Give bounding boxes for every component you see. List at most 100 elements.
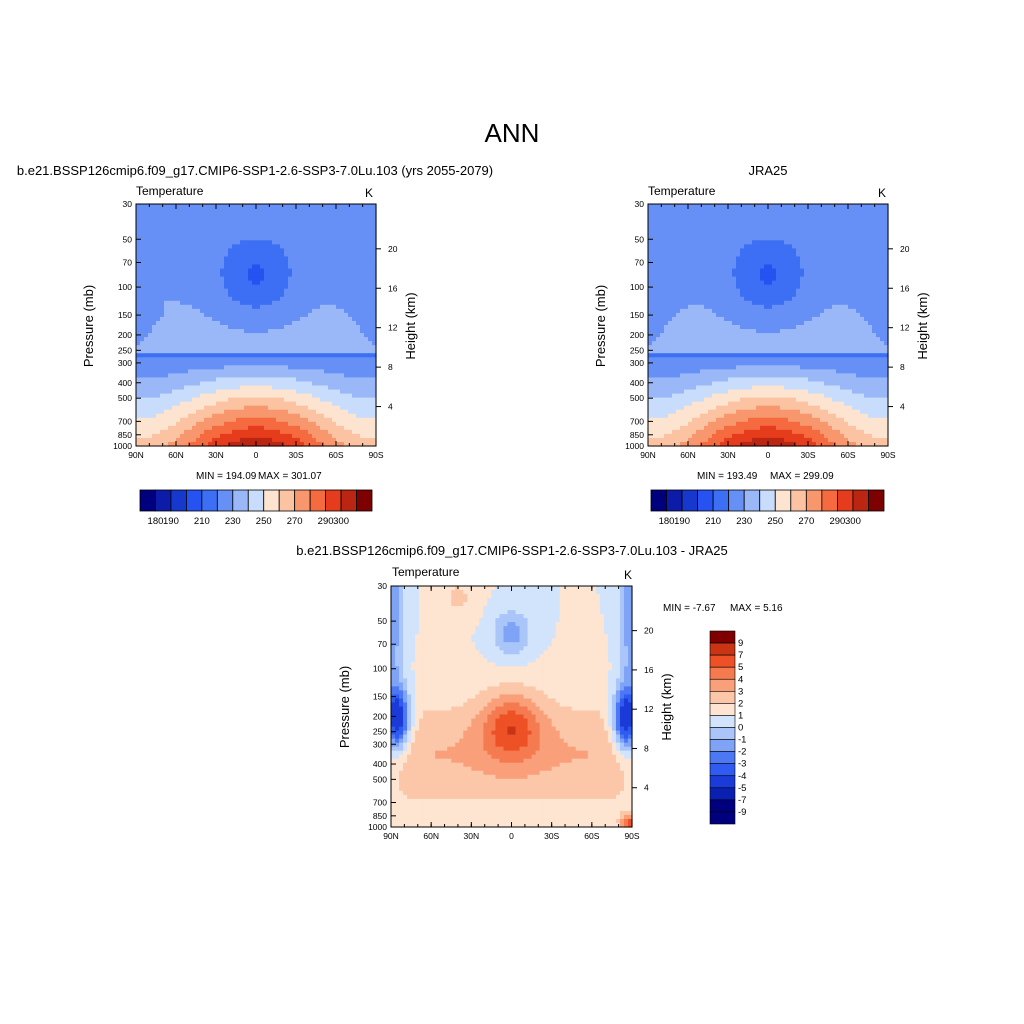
field-cell [352, 236, 357, 241]
field-cell [240, 300, 245, 306]
field-cell [372, 284, 377, 290]
field-cell [372, 288, 377, 294]
field-cell [236, 405, 241, 411]
field-cell [320, 212, 325, 217]
field-cell [364, 296, 369, 302]
field-cell [368, 429, 373, 435]
field-cell [772, 212, 777, 217]
field-cell [812, 248, 817, 253]
field-cell [788, 228, 793, 233]
field-cell [272, 308, 277, 314]
field-cell [696, 280, 701, 286]
field-cell [716, 284, 721, 290]
field-cell [780, 232, 785, 237]
field-cell [228, 300, 233, 306]
field-cell [196, 296, 201, 302]
field-cell [336, 325, 341, 330]
field-cell [164, 329, 169, 334]
field-cell [660, 276, 665, 282]
field-cell [356, 312, 361, 318]
field-cell [280, 244, 285, 249]
field-cell [284, 349, 289, 354]
field-cell [224, 349, 229, 354]
field-cell [368, 349, 373, 354]
field-cell [744, 272, 749, 278]
field-cell [368, 341, 373, 346]
field-cell [364, 240, 369, 245]
field-cell [836, 236, 841, 241]
field-cell [848, 220, 853, 225]
field-cell [852, 216, 857, 221]
field-cell [312, 204, 317, 209]
field-cell [284, 304, 289, 310]
field-cell [224, 433, 229, 439]
field-cell [160, 244, 165, 249]
field-cell [872, 268, 877, 274]
field-cell [156, 316, 161, 322]
field-cell [684, 208, 689, 213]
field-cell [300, 393, 305, 399]
field-cell [804, 224, 809, 229]
field-cell [176, 256, 181, 262]
field-cell [240, 329, 245, 334]
field-cell [276, 300, 281, 306]
field-cell [312, 381, 317, 387]
field-cell [364, 264, 369, 270]
field-cell [164, 381, 169, 387]
field-cell [160, 437, 165, 443]
field-cell [264, 244, 269, 249]
field-cell [352, 300, 357, 306]
colorbar-box [139, 489, 156, 512]
field-cell [360, 224, 365, 229]
field-cell [180, 401, 185, 407]
field-cell [156, 345, 161, 350]
field-cell [856, 212, 861, 217]
field-cell [328, 212, 333, 217]
field-cell [780, 204, 785, 209]
field-cell [808, 260, 813, 266]
field-cell [156, 320, 161, 326]
field-cell [200, 252, 205, 258]
field-cell [292, 268, 297, 274]
field-cell [280, 312, 285, 318]
field-cell [288, 333, 293, 338]
field-cell [192, 393, 197, 399]
field-cell [296, 337, 301, 342]
field-cell [336, 417, 341, 423]
field-cell [656, 256, 661, 262]
field-cell [144, 288, 149, 294]
field-cell [848, 264, 853, 270]
field-cell [344, 397, 349, 403]
field-cell [288, 240, 293, 245]
field-cell [156, 385, 161, 391]
field-cell [324, 268, 329, 274]
field-cell [648, 212, 653, 217]
field-cell [304, 236, 309, 241]
field-cell [160, 260, 165, 266]
field-cell [172, 389, 177, 395]
field-cell [716, 268, 721, 274]
field-cell [312, 397, 317, 403]
field-cell [288, 232, 293, 237]
field-cell [324, 300, 329, 306]
field-cell [340, 373, 345, 379]
field-cell [760, 264, 765, 270]
field-cell [180, 240, 185, 245]
field-cell [140, 276, 145, 282]
field-cell [812, 204, 817, 209]
field-cell [212, 333, 217, 338]
field-cell [260, 228, 265, 233]
field-cell [344, 260, 349, 266]
field-cell [324, 240, 329, 245]
field-cell [876, 220, 881, 225]
field-cell [716, 276, 721, 282]
field-cell [336, 357, 341, 362]
field-cell [352, 405, 357, 411]
field-cell [772, 276, 777, 282]
field-cell [156, 232, 161, 237]
field-cell [740, 208, 745, 213]
field-cell [364, 353, 369, 358]
field-cell [196, 248, 201, 253]
field-cell [856, 232, 861, 237]
field-cell [364, 329, 369, 334]
